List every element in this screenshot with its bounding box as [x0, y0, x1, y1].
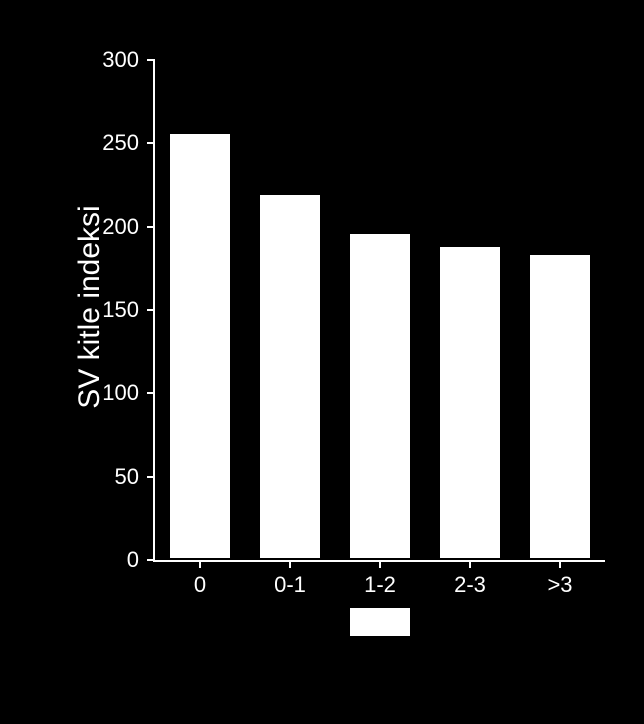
bar: [528, 253, 593, 560]
bar-chart: SV kitle indeksi 050100150200250300 00-1…: [0, 0, 644, 724]
y-tick-label: 250: [87, 130, 139, 156]
legend-swatch: [350, 608, 410, 636]
y-tick-label: 100: [87, 380, 139, 406]
x-tick-label: 2-3: [454, 572, 486, 598]
y-tick-label: 50: [87, 464, 139, 490]
x-tick-label: >3: [547, 572, 572, 598]
x-tick-label: 0-1: [274, 572, 306, 598]
y-tick-label: 300: [87, 47, 139, 73]
y-axis-line: [153, 60, 155, 562]
bar: [168, 132, 233, 560]
bar: [258, 193, 323, 560]
x-axis-line: [153, 560, 605, 562]
x-tick-label: 0: [194, 572, 206, 598]
y-tick-label: 150: [87, 297, 139, 323]
bar: [348, 232, 413, 560]
bar: [438, 245, 503, 560]
y-tick-label: 0: [87, 547, 139, 573]
x-tick-label: 1-2: [364, 572, 396, 598]
y-tick-label: 200: [87, 214, 139, 240]
